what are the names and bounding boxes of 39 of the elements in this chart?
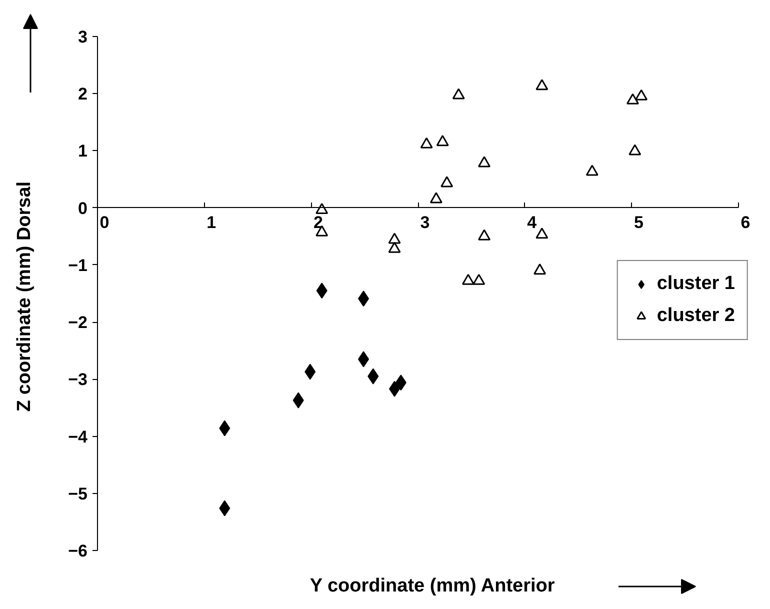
x-tick-label: 5 bbox=[634, 212, 644, 232]
y-tick-label: −2 bbox=[68, 313, 88, 332]
point bbox=[452, 88, 465, 100]
y-tick-label: −3 bbox=[68, 370, 88, 390]
point bbox=[635, 89, 648, 100]
y-tick-label: −6 bbox=[68, 542, 88, 560]
x-tick-label: 1 bbox=[206, 212, 216, 232]
point bbox=[536, 79, 548, 90]
legend-label: cluster 1 bbox=[656, 273, 735, 295]
x-tick-label: 4 bbox=[527, 212, 538, 232]
point bbox=[420, 137, 433, 148]
x-tick-label: 0 bbox=[100, 212, 110, 232]
point bbox=[440, 176, 454, 188]
legend-label: cluster 2 bbox=[656, 305, 735, 327]
point bbox=[626, 93, 639, 104]
point bbox=[586, 164, 598, 176]
point bbox=[478, 229, 490, 240]
point bbox=[316, 203, 328, 214]
y-tick-label: 1 bbox=[78, 142, 88, 161]
x-tick-label: 6 bbox=[740, 212, 750, 232]
point bbox=[462, 274, 474, 285]
y-tick-label: 2 bbox=[78, 84, 88, 104]
y-tick-label: −5 bbox=[68, 484, 88, 504]
point bbox=[388, 232, 401, 244]
point bbox=[478, 156, 490, 168]
x-axis-title: Y coordinate (mm) Anterior bbox=[310, 576, 556, 596]
point bbox=[388, 242, 401, 253]
point bbox=[534, 264, 546, 275]
point bbox=[472, 274, 486, 285]
point bbox=[628, 144, 642, 156]
x-tick-label: 3 bbox=[420, 212, 430, 232]
y-tick-label: −4 bbox=[68, 427, 88, 446]
point bbox=[430, 192, 442, 204]
point bbox=[536, 228, 548, 239]
y-axis-title: Z coordinate (mm) Dorsal bbox=[14, 181, 35, 412]
y-tick-label: 3 bbox=[78, 28, 88, 46]
y-tick-label: −1 bbox=[68, 256, 88, 275]
point bbox=[436, 135, 449, 146]
y-tick-label: 0 bbox=[78, 198, 88, 218]
